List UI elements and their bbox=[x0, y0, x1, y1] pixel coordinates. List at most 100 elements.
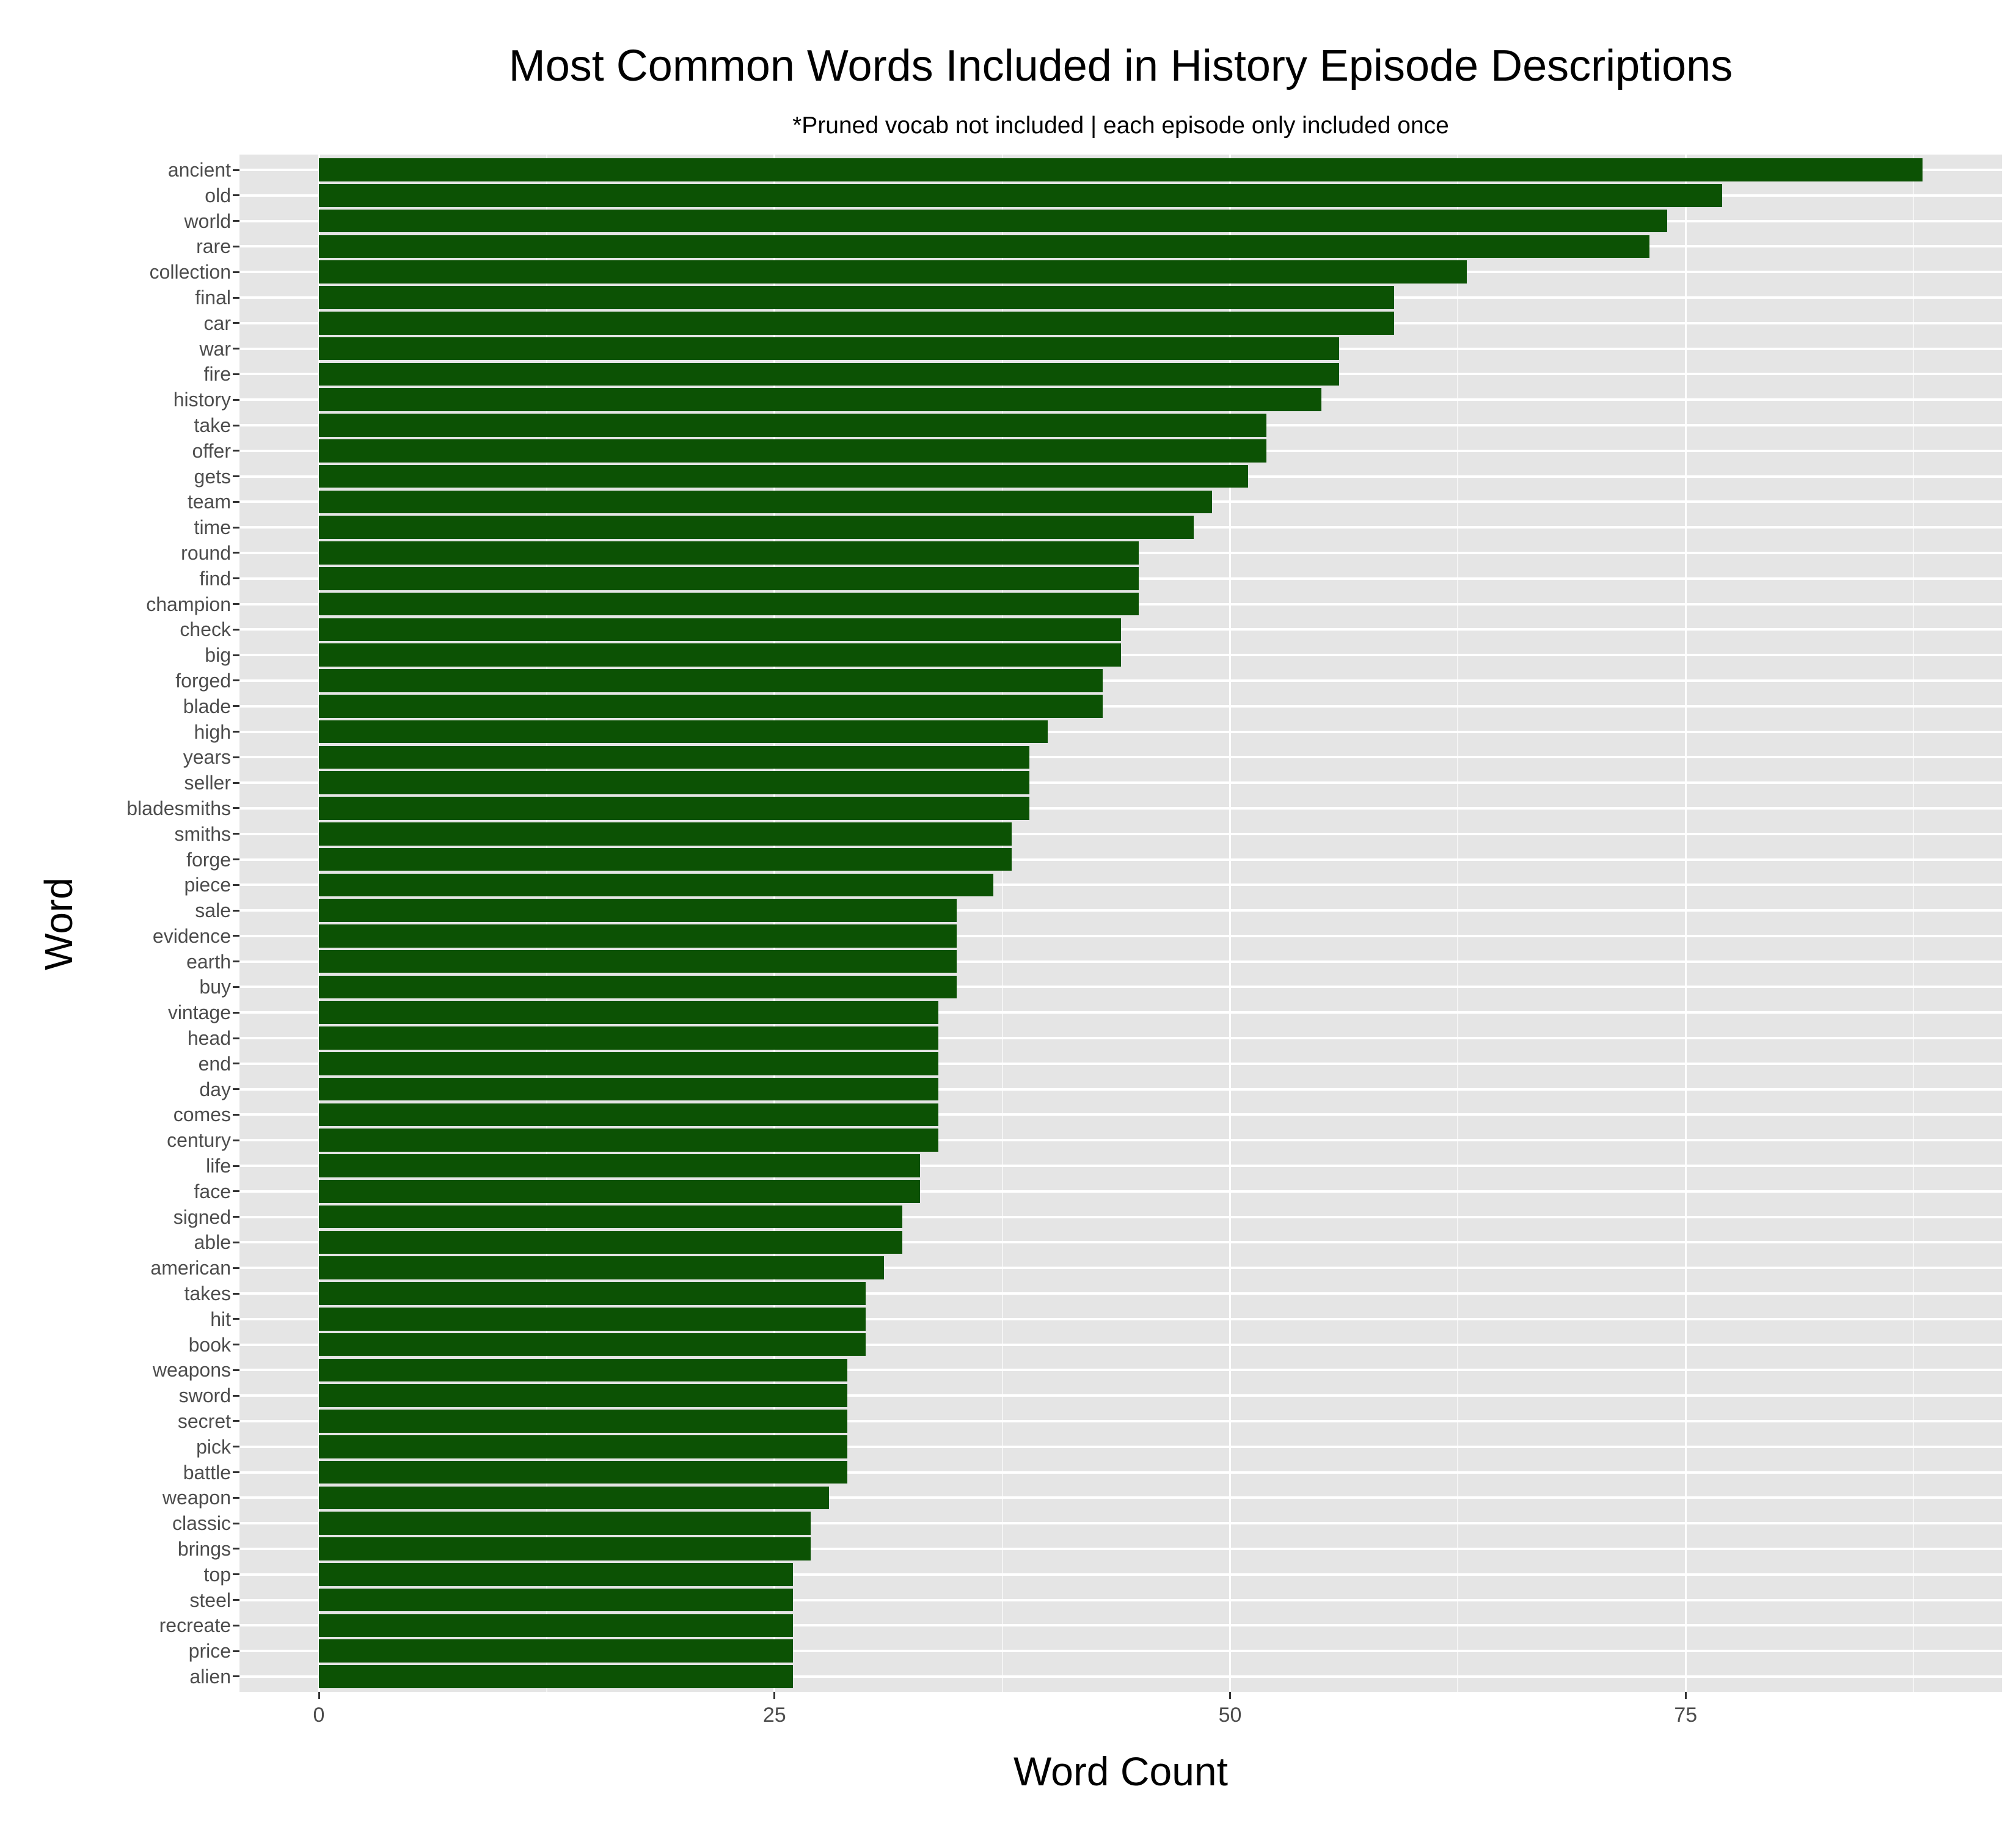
bar-blade bbox=[319, 694, 1103, 718]
y-tick-mark bbox=[233, 1241, 239, 1243]
bar-history bbox=[319, 388, 1321, 412]
y-tick-label: earth bbox=[186, 950, 231, 973]
y-tick-mark bbox=[233, 1088, 239, 1091]
row-gridline bbox=[239, 1445, 2002, 1448]
y-tick-label: comes bbox=[173, 1103, 231, 1126]
bar-face bbox=[319, 1180, 921, 1203]
y-tick-mark bbox=[233, 1420, 239, 1422]
y-tick-label: face bbox=[194, 1180, 231, 1202]
y-tick-label: weapon bbox=[162, 1487, 231, 1509]
bar-high bbox=[319, 720, 1048, 744]
minor-gridline bbox=[1913, 155, 1915, 1692]
y-tick-label: able bbox=[194, 1231, 232, 1254]
bar-book bbox=[319, 1333, 866, 1356]
y-tick-mark bbox=[233, 398, 239, 401]
row-gridline bbox=[239, 884, 2002, 887]
y-tick-mark bbox=[233, 1011, 239, 1014]
y-tick-label: gets bbox=[194, 465, 231, 488]
y-tick-mark bbox=[233, 552, 239, 554]
y-tick-mark bbox=[233, 1471, 239, 1474]
row-gridline bbox=[239, 1650, 2002, 1653]
row-gridline bbox=[239, 1113, 2002, 1116]
bar-evidence bbox=[319, 924, 957, 948]
y-tick-label: world bbox=[184, 210, 231, 232]
bar-head bbox=[319, 1026, 939, 1050]
y-tick-label: blade bbox=[183, 695, 231, 717]
y-tick-label: day bbox=[199, 1078, 231, 1100]
y-tick-label: vintage bbox=[167, 1001, 231, 1024]
bar-war bbox=[319, 337, 1340, 360]
bar-top bbox=[319, 1562, 793, 1586]
bar-ancient bbox=[319, 158, 1923, 181]
row-gridline bbox=[239, 1522, 2002, 1525]
bar-forged bbox=[319, 669, 1103, 692]
x-tick-mark bbox=[1684, 1692, 1687, 1699]
y-tick-mark bbox=[233, 909, 239, 912]
bar-weapon bbox=[319, 1486, 830, 1510]
y-tick-mark bbox=[233, 526, 239, 529]
y-tick-mark bbox=[233, 220, 239, 222]
y-tick-label: time bbox=[194, 516, 231, 539]
y-tick-mark bbox=[233, 603, 239, 606]
bar-big bbox=[319, 643, 1121, 667]
y-tick-mark bbox=[233, 1292, 239, 1295]
row-gridline bbox=[239, 1139, 2002, 1142]
y-tick-label: old bbox=[205, 184, 231, 207]
bar-takes bbox=[319, 1282, 866, 1305]
y-tick-mark bbox=[233, 1139, 239, 1141]
row-gridline bbox=[239, 1190, 2002, 1193]
y-tick-label: sword bbox=[178, 1385, 231, 1407]
y-tick-label: head bbox=[187, 1027, 231, 1050]
row-gridline bbox=[239, 1215, 2002, 1218]
y-tick-label: alien bbox=[189, 1665, 231, 1688]
bar-earth bbox=[319, 949, 957, 973]
row-gridline bbox=[239, 1496, 2002, 1499]
y-tick-mark bbox=[233, 1522, 239, 1524]
row-gridline bbox=[239, 1369, 2002, 1372]
major-gridline bbox=[318, 155, 320, 1692]
row-gridline bbox=[239, 704, 2002, 708]
bar-sale bbox=[319, 899, 957, 922]
y-tick-label: seller bbox=[184, 772, 231, 794]
y-tick-mark bbox=[233, 1675, 239, 1678]
y-tick-label: final bbox=[195, 287, 231, 309]
y-tick-mark bbox=[233, 833, 239, 835]
y-tick-mark bbox=[233, 500, 239, 503]
y-tick-mark bbox=[233, 475, 239, 478]
row-gridline bbox=[239, 1394, 2002, 1397]
x-tick-label: 50 bbox=[1218, 1703, 1242, 1727]
bar-life bbox=[319, 1154, 921, 1177]
y-tick-label: top bbox=[203, 1563, 231, 1586]
bar-comes bbox=[319, 1103, 939, 1127]
bar-signed bbox=[319, 1205, 902, 1229]
bar-able bbox=[319, 1231, 902, 1254]
major-gridline bbox=[1684, 155, 1687, 1692]
y-tick-mark bbox=[233, 271, 239, 273]
y-tick-mark bbox=[233, 1548, 239, 1550]
x-tick-mark bbox=[318, 1692, 320, 1699]
y-tick-mark bbox=[233, 960, 239, 963]
y-tick-mark bbox=[233, 1318, 239, 1320]
y-tick-mark bbox=[233, 424, 239, 426]
x-tick-mark bbox=[1229, 1692, 1231, 1699]
y-tick-label: end bbox=[198, 1052, 231, 1075]
y-tick-label: buy bbox=[199, 976, 231, 998]
y-tick-mark bbox=[233, 1650, 239, 1652]
bar-offer bbox=[319, 439, 1267, 463]
y-tick-mark bbox=[233, 1599, 239, 1601]
y-tick-mark bbox=[233, 807, 239, 810]
y-tick-label: take bbox=[194, 414, 231, 437]
row-gridline bbox=[239, 1037, 2002, 1040]
bar-years bbox=[319, 745, 1030, 769]
y-tick-mark bbox=[233, 194, 239, 197]
y-tick-mark bbox=[233, 1496, 239, 1499]
y-tick-mark bbox=[233, 986, 239, 988]
y-tick-mark bbox=[233, 731, 239, 733]
y-tick-mark bbox=[233, 1573, 239, 1576]
y-tick-label: forged bbox=[175, 669, 231, 692]
row-gridline bbox=[239, 1573, 2002, 1576]
row-gridline bbox=[239, 1317, 2002, 1320]
y-tick-label: high bbox=[194, 720, 232, 743]
bar-weapons bbox=[319, 1358, 848, 1382]
bar-day bbox=[319, 1077, 939, 1101]
